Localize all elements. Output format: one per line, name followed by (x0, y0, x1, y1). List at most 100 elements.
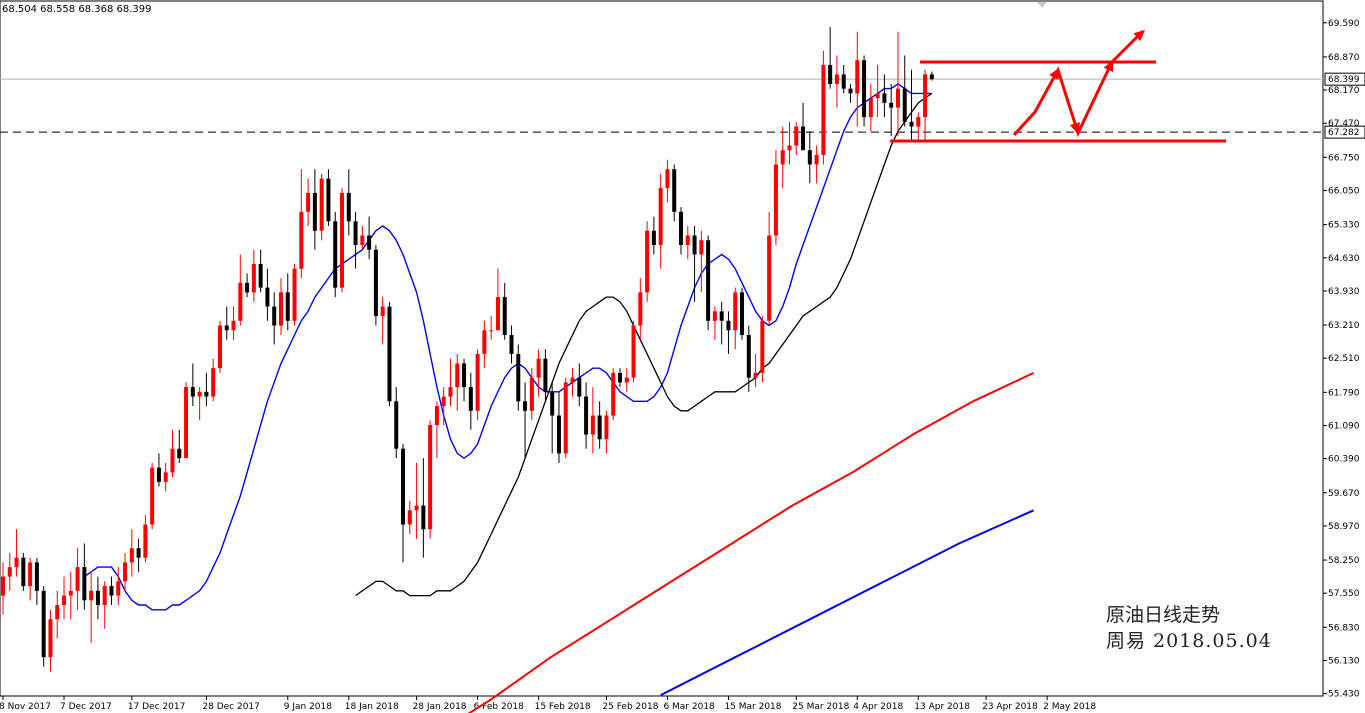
candle-body (611, 372, 616, 416)
level-price-label-text: 67.282 (1328, 128, 1360, 138)
candle-body (238, 282, 243, 321)
x-tick-label: 15 Mar 2018 (724, 702, 781, 712)
candle-body (895, 88, 900, 108)
candle-body (672, 169, 677, 212)
candle-body (231, 320, 236, 331)
candle-body (862, 60, 867, 118)
chart-shift-marker (1037, 2, 1047, 8)
x-tick-label: 28 Dec 2017 (202, 702, 260, 712)
candle-body (184, 387, 189, 459)
candle-body (211, 368, 216, 397)
candle-body (48, 619, 53, 658)
candle-body (82, 567, 87, 601)
candle-body (529, 377, 534, 411)
candle-body (292, 268, 297, 321)
y-tick-label: 61.090 (1328, 421, 1360, 431)
candle-body (346, 192, 351, 222)
candle-body (28, 562, 33, 587)
candle-body (848, 88, 853, 94)
y-tick-label: 56.130 (1328, 656, 1360, 666)
candle-body (455, 363, 460, 388)
candle-body (767, 235, 772, 321)
candle-body (7, 567, 12, 577)
y-tick-label: 58.970 (1328, 522, 1360, 532)
candle-body (62, 595, 67, 606)
candle-body (875, 93, 880, 99)
y-tick-label: 67.470 (1328, 119, 1360, 129)
annotation-title: 原油日线走势 (1106, 604, 1221, 626)
annotation-author-date: 周易 2018.05.04 (1106, 630, 1272, 652)
candle-body (706, 240, 711, 321)
candle-body (516, 353, 521, 402)
x-tick-label: 17 Dec 2017 (128, 702, 186, 712)
x-tick-label: 13 Apr 2018 (914, 702, 970, 712)
candle-body (828, 64, 833, 84)
x-tick-label: 25 Mar 2018 (792, 702, 849, 712)
candle-body (794, 126, 799, 146)
candle-body (55, 605, 60, 620)
ohlc-readout: 68.504 68.558 68.368 68.399 (2, 4, 152, 15)
candle-body (733, 292, 738, 331)
candle-body (468, 387, 473, 411)
arrowhead-up-1 (1049, 68, 1059, 80)
candle-body (902, 88, 907, 122)
candle-body (319, 178, 324, 231)
x-tick-label: 8 Nov 2017 (0, 702, 51, 712)
candle-body (278, 292, 283, 326)
candles (1, 27, 934, 672)
y-tick-label: 61.790 (1328, 388, 1360, 398)
candle-body (434, 406, 439, 426)
candle-body (495, 297, 500, 331)
candle-body (509, 334, 514, 354)
candle-body (746, 334, 751, 378)
candle-body (679, 211, 683, 245)
y-tick-label: 68.170 (1328, 86, 1360, 96)
candle-body (197, 391, 202, 397)
y-tick-label: 65.330 (1328, 221, 1360, 231)
candle-body (353, 221, 358, 245)
candle-body (624, 377, 629, 383)
candle-body (699, 240, 704, 255)
candle-body (556, 415, 561, 454)
candle-body (923, 74, 928, 118)
candle-body (868, 98, 873, 118)
candle-body (21, 557, 26, 587)
candle-body (204, 391, 209, 397)
y-tick-label: 56.830 (1328, 623, 1360, 633)
candle-body (584, 396, 589, 435)
ma-mid-line (355, 92, 933, 597)
candle-body (631, 325, 636, 378)
candle-body (41, 590, 46, 658)
candle-body (251, 263, 256, 293)
candle-body (719, 311, 724, 321)
x-tick-label: 28 Jan 2018 (413, 702, 467, 712)
candle-body (645, 230, 650, 293)
candle-body (380, 306, 385, 317)
candle-body (190, 387, 195, 397)
candle-body (299, 211, 304, 269)
candle-body (421, 505, 426, 530)
y-tick-label: 62.510 (1328, 354, 1360, 364)
candle-body (163, 472, 168, 482)
candle-body (760, 320, 765, 373)
candle-body (245, 282, 250, 293)
candle-body (787, 145, 792, 151)
candle-body (882, 93, 887, 103)
candle-body (116, 581, 121, 596)
candle-body (665, 169, 670, 189)
candle-body (482, 330, 487, 354)
candle-body (258, 263, 263, 288)
candle-body (597, 415, 602, 440)
candle-body (604, 415, 609, 440)
candle-body (814, 154, 819, 165)
y-tick-label: 69.590 (1328, 19, 1360, 29)
arrowhead-up-2 (1103, 60, 1114, 72)
candle-body (224, 325, 229, 331)
candle-body (685, 235, 690, 245)
x-tick-label: 9 Jan 2018 (284, 702, 332, 712)
candle-body (448, 387, 453, 397)
candle-body (34, 562, 39, 591)
ma-fast-line (83, 83, 932, 611)
